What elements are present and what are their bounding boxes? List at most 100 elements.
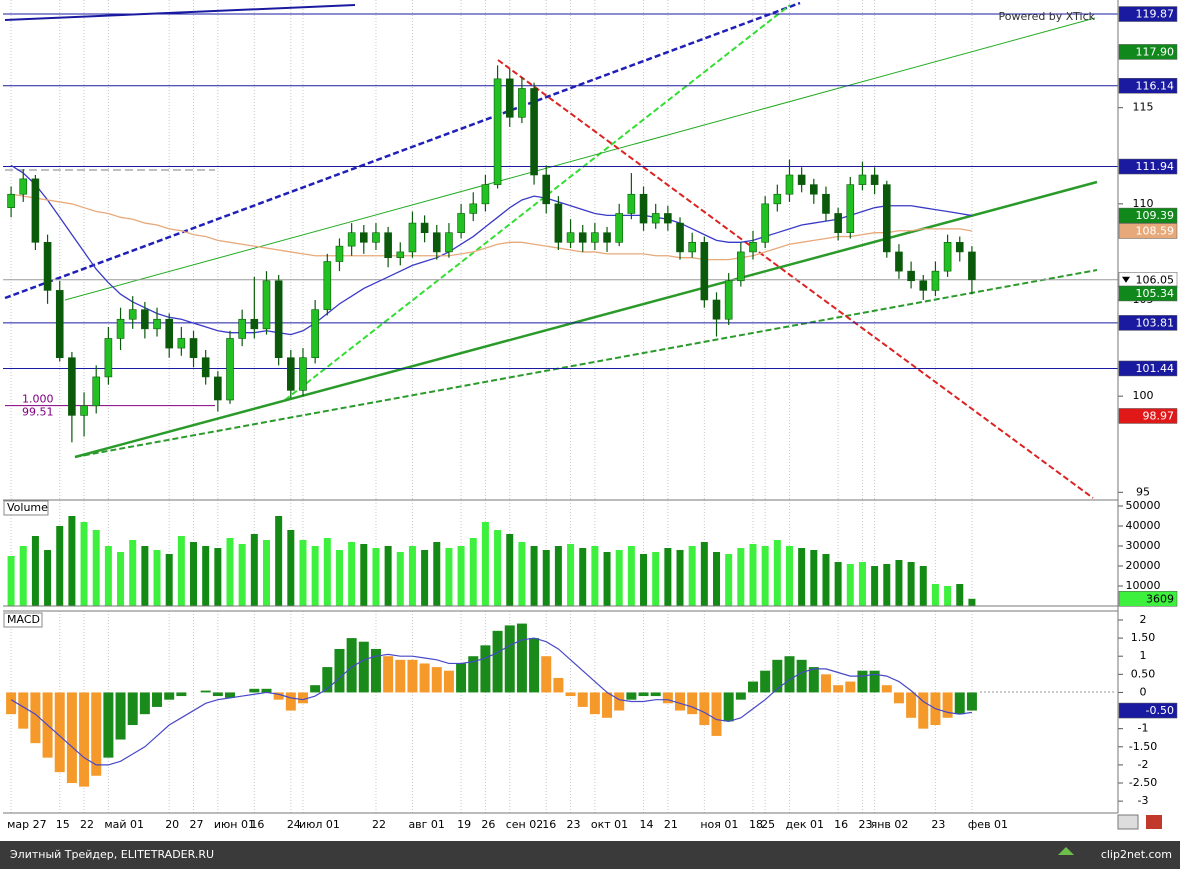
y-tick-label: 95 — [1136, 485, 1150, 498]
price-marker: 108.59 — [1136, 224, 1175, 237]
volume-bar — [372, 548, 380, 606]
panel-title-box — [3, 500, 49, 516]
macd-bar — [966, 692, 977, 711]
footer-text: Элитный Трейдер, ELITETRADER.RU — [10, 848, 214, 861]
volume-bar — [165, 554, 173, 606]
x-tick-label: 16 — [250, 818, 264, 831]
candle-body — [165, 318, 173, 349]
candle-body — [408, 222, 417, 253]
macd-bar — [115, 692, 126, 740]
x-tick-label: 19 — [457, 818, 471, 831]
candle-body — [347, 232, 356, 247]
price-marker-box — [1118, 78, 1178, 94]
x-tick-label: 22 — [372, 818, 386, 831]
volume-bar — [542, 550, 550, 606]
toolbar-icon[interactable] — [1117, 814, 1139, 830]
macd-bar — [796, 659, 807, 693]
x-tick-label: ноя 01 — [700, 818, 738, 831]
volume-bar — [688, 546, 696, 606]
x-tick-label: июл 01 — [299, 818, 340, 831]
price-marker: 101.44 — [1136, 362, 1175, 375]
candle-body — [578, 232, 587, 243]
macd-bar — [577, 692, 588, 707]
price-marker-box — [1118, 315, 1178, 331]
candle-body — [943, 242, 952, 272]
volume-bar — [481, 522, 489, 606]
candle-body — [372, 232, 380, 243]
candle-body — [518, 88, 526, 118]
macd-bar — [492, 630, 503, 693]
volume-bar — [457, 546, 465, 606]
candle-body — [384, 232, 392, 258]
candle-body — [43, 242, 52, 291]
macd-bar — [18, 692, 29, 729]
macd-bar — [589, 692, 600, 715]
volume-bar — [153, 550, 161, 606]
volume-bar — [348, 542, 356, 606]
x-tick-label: 14 — [640, 818, 654, 831]
macd-bar — [626, 692, 637, 700]
macd-bar — [820, 674, 831, 693]
candle-body — [432, 232, 441, 253]
volume-bar — [615, 550, 623, 606]
candle-body — [955, 242, 964, 253]
macd-bar — [833, 685, 844, 693]
candle-body — [68, 357, 76, 416]
volume-bar — [250, 534, 258, 606]
macd-bar — [735, 692, 746, 700]
candle-body — [749, 242, 757, 253]
volume-bar — [883, 564, 891, 606]
candle-body — [55, 290, 64, 358]
candle-body — [92, 376, 101, 407]
macd-bar — [346, 638, 357, 693]
volume-bar — [506, 534, 514, 606]
candle-body — [396, 251, 405, 258]
volume-bar — [591, 546, 599, 606]
y-tick-label: 115 — [1133, 101, 1154, 114]
y-tick-label: 100 — [1133, 389, 1154, 402]
volume-bar — [80, 522, 88, 606]
candle-body — [566, 232, 575, 243]
x-tick-label: 16 — [542, 818, 556, 831]
volume-bar — [335, 550, 343, 606]
volume-bar — [700, 542, 708, 606]
candle-body — [274, 280, 283, 358]
candle-body — [128, 309, 137, 320]
volume-bar — [858, 562, 866, 606]
macd-bar — [91, 692, 102, 776]
y-tick-label: -1.50 — [1129, 740, 1157, 753]
macd-bar — [772, 659, 783, 693]
volume-marker: 3609 — [1146, 592, 1174, 605]
panel-title: MACD — [7, 613, 40, 626]
volume-bar — [749, 544, 757, 606]
volume-bar — [640, 554, 648, 606]
candle-body — [700, 242, 709, 301]
macd-bar — [662, 692, 673, 704]
price-marker: 98.97 — [1143, 409, 1175, 422]
macd-bar — [808, 667, 819, 693]
x-tick-label: янв 02 — [871, 818, 909, 831]
macd-bar — [66, 692, 77, 784]
price-marker-box — [1118, 285, 1178, 302]
volume-bar — [919, 566, 927, 606]
price-marker: 117.90 — [1136, 45, 1175, 58]
macd-bar — [358, 641, 369, 693]
x-tick-label: 26 — [481, 818, 495, 831]
candle-body — [116, 318, 125, 339]
x-tick-label: 22 — [80, 818, 94, 831]
signal-line — [10, 637, 973, 766]
macd-bar — [614, 692, 625, 711]
volume-bar — [287, 530, 295, 606]
trend-line — [64, 17, 1096, 301]
volume-bar — [871, 566, 879, 606]
marker-arrow — [1122, 276, 1130, 283]
volume-bar — [554, 546, 562, 606]
macd-bar — [103, 692, 114, 758]
price-marker: 106.05 — [1136, 273, 1175, 286]
volume-bar — [773, 540, 781, 606]
toolbar-icon[interactable] — [1146, 815, 1162, 829]
candle-body — [603, 232, 611, 243]
candle-body — [737, 251, 745, 282]
macd-bar — [249, 688, 260, 693]
x-tick-label: июн 01 — [214, 818, 255, 831]
